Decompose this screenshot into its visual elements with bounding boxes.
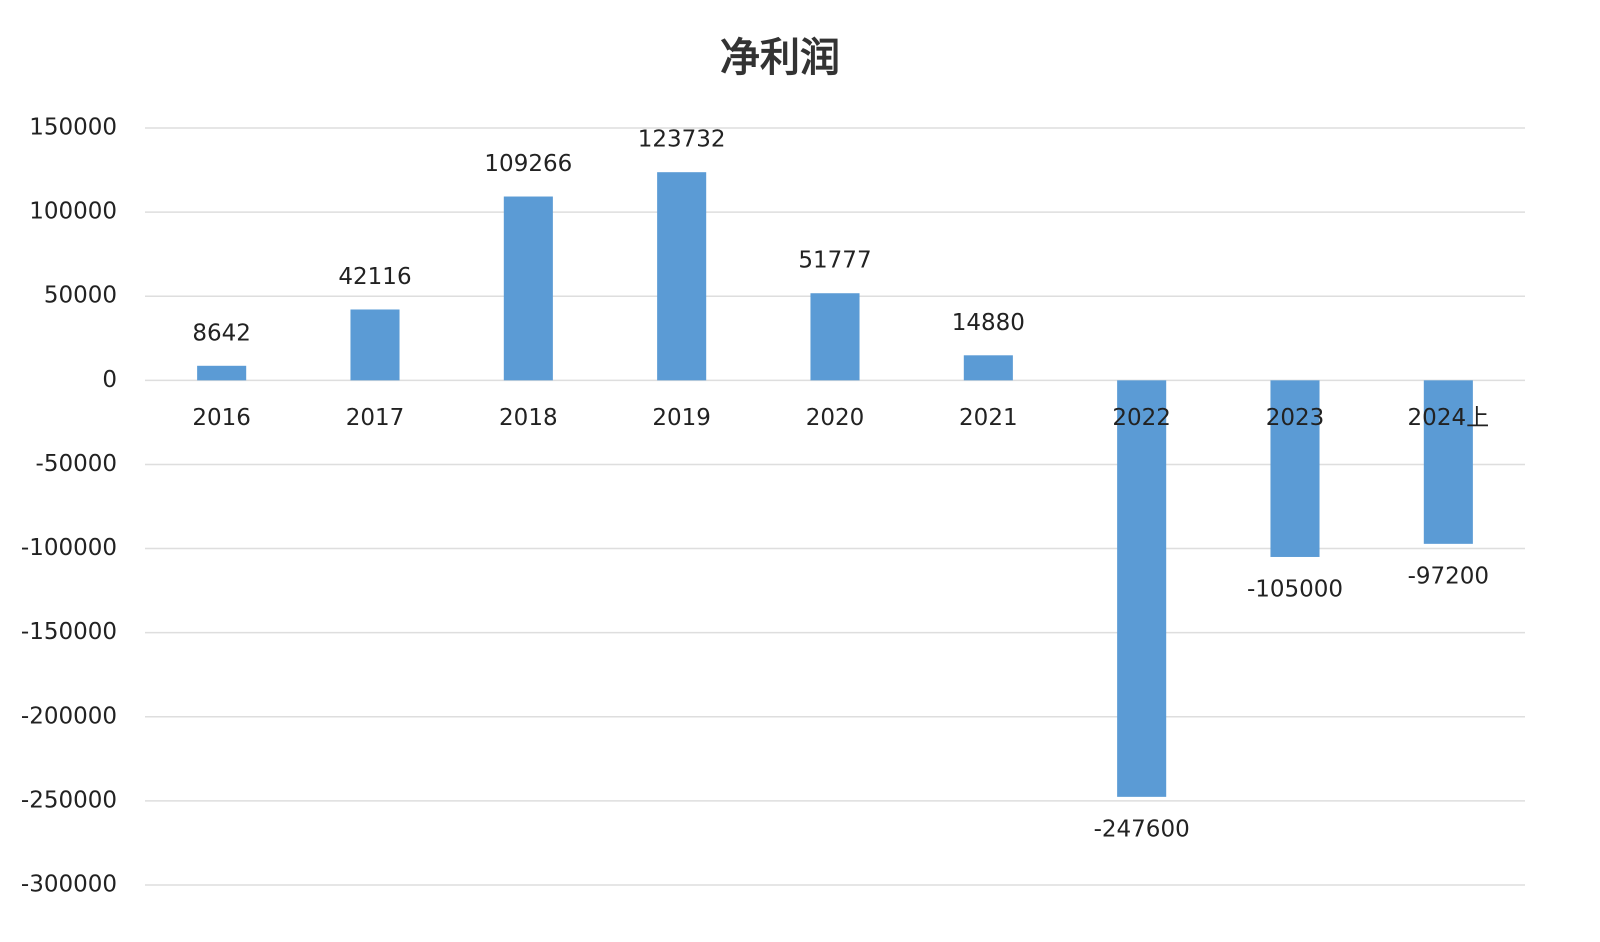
data-label: 42116: [338, 264, 411, 290]
y-tick-label: -250000: [21, 787, 117, 813]
y-tick-label: 150000: [29, 115, 117, 141]
y-tick-label: -100000: [21, 535, 117, 561]
x-tick-label: 2017: [346, 405, 405, 431]
data-label: 51777: [798, 248, 871, 274]
y-tick-label: 100000: [29, 199, 117, 225]
x-tick-label: 2024上: [1408, 405, 1490, 431]
y-tick-label: -50000: [36, 451, 117, 477]
y-tick-label: 0: [102, 367, 117, 393]
x-tick-label: 2023: [1266, 405, 1325, 431]
x-tick-label: 2019: [652, 405, 711, 431]
x-tick-label: 2016: [192, 405, 251, 431]
bar: [810, 293, 860, 381]
bar: [963, 355, 1013, 381]
data-label: 14880: [952, 310, 1025, 336]
x-tick-label: 2020: [806, 405, 865, 431]
data-label: -105000: [1247, 576, 1343, 602]
data-label: 8642: [192, 320, 251, 346]
data-label: -97200: [1408, 563, 1489, 589]
data-label: 109266: [484, 151, 572, 177]
data-label: 123732: [638, 127, 726, 153]
bar: [657, 172, 707, 381]
chart-title: 净利润: [720, 35, 840, 81]
bar: [197, 365, 247, 381]
y-tick-label: -300000: [21, 872, 117, 898]
bar: [1117, 380, 1167, 797]
x-tick-label: 2021: [959, 405, 1018, 431]
y-tick-label: 50000: [44, 283, 117, 309]
bar: [1423, 380, 1473, 544]
bar: [350, 309, 400, 381]
data-label: -247600: [1094, 816, 1190, 842]
y-tick-label: -150000: [21, 619, 117, 645]
x-tick-label: 2018: [499, 405, 558, 431]
bar: [1270, 380, 1320, 557]
bar: [503, 196, 553, 381]
y-tick-label: -200000: [21, 703, 117, 729]
x-tick-label: 2022: [1112, 405, 1171, 431]
